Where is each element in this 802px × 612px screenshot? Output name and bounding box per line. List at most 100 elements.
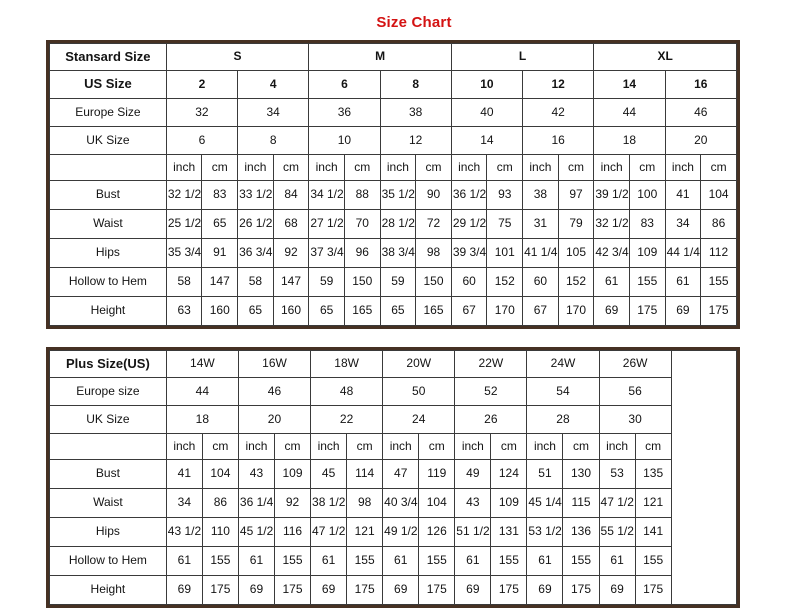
size-value: 20 <box>237 405 312 434</box>
unit-header-inch: inch <box>379 154 417 181</box>
table-row: Waist 34 86 36 1/4 92 38 1/2 98 40 3/4 104 43 109 4… <box>49 488 737 518</box>
row-label-uk-size: UK Size <box>49 126 167 155</box>
measurement-value: 61 <box>165 546 203 576</box>
measurement-value: 59 <box>308 267 345 297</box>
unit-header-inch: inch <box>522 154 559 181</box>
table-row: UK Size 6 8 10 12 14 16 18 20 <box>49 126 738 155</box>
measurement-value: 47 1/2 <box>598 488 636 518</box>
size-value: 18 <box>165 405 239 434</box>
table-row: Height 63 160 65 160 65 165 65 165 67 170 67 170 69 17… <box>49 296 737 326</box>
measurement-value: 59 <box>379 267 417 297</box>
measurement-value: 26 1/2 <box>237 209 274 239</box>
measurement-value: 98 <box>346 488 384 518</box>
unit-header-cm: cm <box>201 154 239 181</box>
measurement-value: 69 <box>237 575 275 605</box>
measurement-value: 155 <box>634 546 672 576</box>
measurement-value: 63 <box>165 296 203 326</box>
unit-row-empty-label <box>49 154 167 181</box>
plus-size-header-26w: 26W <box>598 350 672 378</box>
measurement-value: 43 <box>454 488 492 518</box>
measurement-value: 119 <box>418 459 456 489</box>
size-value: 14 <box>450 126 524 155</box>
measurement-value: 41 <box>165 459 203 489</box>
measurement-value: 39 3/4 <box>450 238 488 268</box>
measurement-value: 90 <box>415 180 452 210</box>
measurement-value: 60 <box>522 267 559 297</box>
measurement-value: 41 1/4 <box>522 238 559 268</box>
measurement-value: 34 1/2 <box>308 180 345 210</box>
measurement-value: 175 <box>490 575 528 605</box>
measurement-value: 69 <box>526 575 564 605</box>
row-label-hollow-to-hem: Hollow to Hem <box>49 267 167 297</box>
size-value: 28 <box>526 405 600 434</box>
measurement-value: 67 <box>450 296 488 326</box>
measurement-value: 60 <box>450 267 488 297</box>
table-row: Stansard Size S M L XL <box>49 43 737 71</box>
unit-row-empty-label <box>49 433 167 460</box>
table-row: Height 69 175 69 175 69 175 69 175 69 175 69 175 69 17… <box>49 575 737 605</box>
measurement-value: 100 <box>628 180 666 210</box>
measurement-value: 61 <box>382 546 420 576</box>
measurement-value: 121 <box>346 517 384 547</box>
measurement-value: 45 <box>310 459 348 489</box>
measurement-value: 27 1/2 <box>308 209 345 239</box>
size-value: 10 <box>450 70 524 99</box>
measurement-value: 47 <box>382 459 420 489</box>
row-label-waist: Waist <box>49 209 167 239</box>
measurement-value: 147 <box>201 267 239 297</box>
measurement-value: 175 <box>562 575 600 605</box>
measurement-value: 61 <box>598 546 636 576</box>
size-value: 54 <box>526 377 600 406</box>
measurement-value: 152 <box>486 267 524 297</box>
unit-header-cm: cm <box>486 154 524 181</box>
measurement-value: 40 3/4 <box>382 488 420 518</box>
row-label-waist: Waist <box>49 488 167 518</box>
measurement-value: 104 <box>418 488 456 518</box>
unit-header-cm: cm <box>273 433 312 460</box>
unit-header-inch: inch <box>454 433 492 460</box>
measurement-value: 34 <box>165 488 203 518</box>
measurement-value: 34 <box>664 209 702 239</box>
size-value: 14 <box>593 70 666 99</box>
measurement-value: 83 <box>201 180 239 210</box>
table-row: Hollow to Hem 61 155 61 155 61 155 61 155 61 155 61… <box>49 546 737 576</box>
table-row: Hollow to Hem 58 147 58 147 59 150 59 150 60 152 60… <box>49 267 737 297</box>
measurement-value: 51 1/2 <box>454 517 492 547</box>
measurement-value: 175 <box>634 575 672 605</box>
unit-header-inch: inch <box>598 433 636 460</box>
size-value: 20 <box>664 126 738 155</box>
measurement-value: 109 <box>490 488 528 518</box>
measurement-value: 175 <box>201 575 239 605</box>
standard-size-table: Stansard Size S M L XL US Size 2 4 6 8 10 12 14 16 Eur… <box>49 43 738 326</box>
measurement-value: 155 <box>418 546 456 576</box>
measurement-value: 141 <box>634 517 672 547</box>
measurement-value: 101 <box>486 238 524 268</box>
row-label-us-size: US Size <box>49 70 167 99</box>
measurement-value: 38 <box>522 180 559 210</box>
size-value: 34 <box>237 98 310 127</box>
size-value: 48 <box>310 377 384 406</box>
measurement-value: 170 <box>486 296 524 326</box>
measurement-value: 165 <box>343 296 381 326</box>
measurement-value: 28 1/2 <box>379 209 417 239</box>
measurement-value: 69 <box>598 575 636 605</box>
unit-header-cm: cm <box>201 433 239 460</box>
row-label-hips: Hips <box>49 517 167 547</box>
plus-size-header-22w: 22W <box>454 350 528 378</box>
size-value: 6 <box>165 126 239 155</box>
measurement-value: 69 <box>382 575 420 605</box>
measurement-value: 155 <box>201 546 239 576</box>
table-row: Hips 43 1/2 110 45 1/2 116 47 1/2 121 49 1/2 126… <box>49 517 737 547</box>
row-label-bust: Bust <box>49 459 167 489</box>
measurement-value: 53 1/2 <box>526 517 564 547</box>
measurement-value: 155 <box>490 546 528 576</box>
standard-size-table-container: Stansard Size S M L XL US Size 2 4 6 8 10 12 14 16 Eur… <box>46 40 740 329</box>
unit-header-inch: inch <box>165 433 203 460</box>
measurement-value: 35 3/4 <box>165 238 203 268</box>
measurement-value: 37 3/4 <box>308 238 345 268</box>
table-row: Hips 35 3/4 91 36 3/4 92 37 3/4 96 38 3/4 98 39 3… <box>49 238 737 268</box>
measurement-value: 65 <box>237 296 274 326</box>
measurement-value: 155 <box>700 267 737 297</box>
measurement-value: 61 <box>237 546 275 576</box>
size-group-header-xl: XL <box>593 43 737 71</box>
